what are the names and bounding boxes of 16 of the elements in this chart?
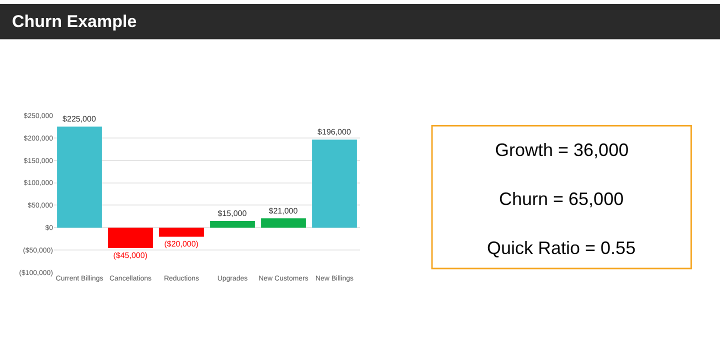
bar (210, 220, 255, 228)
bar (57, 126, 102, 228)
data-label: ($45,000) (113, 250, 148, 260)
bar (261, 218, 306, 228)
data-label: $225,000 (62, 114, 96, 124)
bar (108, 228, 153, 248)
bar (312, 140, 357, 228)
text: Growth = 36,000 (495, 140, 629, 160)
text: Churn = 65,000 (499, 189, 624, 209)
text: Quick Ratio = 0.55 (487, 238, 636, 258)
data-label: $21,000 (268, 206, 298, 216)
data-label: $15,000 (218, 208, 248, 218)
data-label: ($20,000) (164, 240, 199, 249)
bar (159, 228, 204, 237)
chart-title: Churn Example (12, 12, 137, 31)
data-label: $196,000 (318, 128, 352, 137)
